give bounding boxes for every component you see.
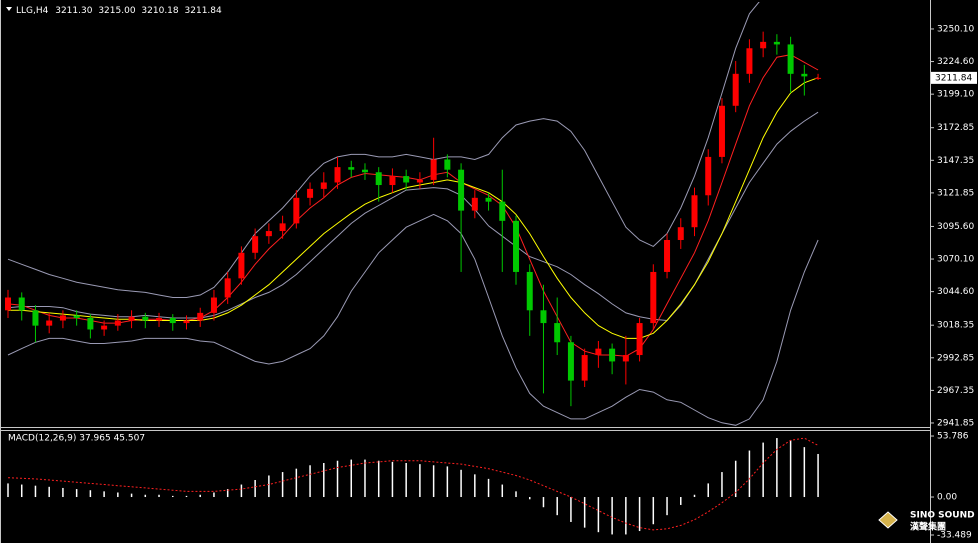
high: 3215.00	[98, 6, 135, 16]
open: 3211.30	[55, 6, 92, 16]
candle-body	[526, 271, 533, 311]
signal-line	[7, 437, 819, 531]
candle-body	[238, 252, 245, 279]
candle-body	[581, 355, 588, 381]
indicator-line	[7, 2, 760, 298]
candle-body	[554, 323, 561, 343]
candle-body	[46, 320, 53, 326]
candle-body	[705, 156, 712, 196]
y-tick-label: 3199.10	[937, 90, 974, 100]
candle-body	[59, 315, 66, 321]
current-price-box	[931, 71, 977, 84]
y-tick-label: 3095.60	[937, 222, 974, 232]
candle-body	[815, 77, 822, 79]
candle-body	[746, 48, 753, 74]
candle-body	[114, 320, 121, 326]
candle-body	[375, 172, 382, 186]
low: 3210.18	[141, 6, 178, 16]
candle-body	[293, 197, 300, 224]
candle-body	[787, 44, 794, 74]
candle-body	[265, 231, 272, 237]
candle-body	[691, 195, 698, 228]
price-axis: 3250.10 3224.60 3199.10 3172.85 3147.35 3121.…	[930, 24, 977, 540]
indicator-line	[7, 111, 819, 322]
y-tick-label: -33.489	[937, 530, 972, 540]
logo-name: SINO SOUND	[910, 511, 975, 521]
candle-body	[773, 41, 780, 45]
y-tick-label: 3250.10	[937, 24, 974, 34]
macd-title: MACD(12,26,9) 37.965 45.507	[8, 434, 145, 444]
candle-body	[169, 317, 176, 324]
candle-body	[650, 271, 657, 324]
candle-body	[224, 278, 231, 298]
y-tick-label: 3172.85	[937, 123, 974, 133]
candle-body	[32, 310, 39, 326]
y-tick-label: 53.786	[937, 432, 969, 442]
menu-arrow[interactable]	[6, 7, 12, 11]
candle-body	[485, 197, 492, 202]
panel-borders	[0, 0, 931, 543]
candle-body	[430, 159, 437, 180]
candle-body	[718, 105, 725, 157]
candle-body	[403, 176, 410, 183]
candle-body	[348, 167, 355, 170]
candle-body	[156, 317, 163, 321]
price-plot	[5, 2, 822, 426]
candle-body	[471, 197, 478, 211]
candle-body	[307, 188, 314, 198]
candle-body	[18, 297, 25, 311]
close: 3211.84	[185, 6, 222, 16]
candle-body	[334, 167, 341, 183]
candle-body	[389, 176, 396, 186]
candle-body	[87, 317, 94, 330]
candle-body	[73, 315, 80, 318]
symbol-header: LLG,H4 3211.30 3215.00 3210.18 3211.84	[16, 6, 222, 16]
candle-body	[732, 73, 739, 106]
candle-body	[760, 41, 767, 49]
candle-body	[210, 297, 217, 313]
candle-body	[622, 355, 629, 362]
candle-body	[595, 348, 602, 356]
candle-body	[664, 239, 671, 272]
candle-body	[499, 201, 506, 221]
candle-body	[252, 236, 259, 253]
y-tick-label: 2992.85	[937, 353, 974, 363]
candle-body	[416, 179, 423, 183]
y-tick-label: 3121.85	[937, 188, 974, 198]
candle-body	[567, 342, 574, 381]
candle-body	[636, 323, 643, 356]
candle-body	[197, 312, 204, 321]
y-tick-label: 3044.60	[937, 287, 974, 297]
logo-subtitle: 漢聲集團	[910, 521, 946, 533]
candle-body	[101, 325, 108, 330]
candle-body	[513, 220, 520, 272]
candle-body	[183, 320, 190, 324]
y-tick-label: 2941.85	[937, 418, 974, 428]
candle-body	[320, 182, 327, 189]
candle-body	[801, 73, 808, 77]
y-tick-label: 3147.35	[937, 156, 974, 166]
candle-body	[677, 227, 684, 240]
candle-body	[361, 169, 368, 173]
logo: SINO SOUND 漢聲集團	[878, 511, 975, 533]
y-tick-label: 3070.10	[937, 255, 974, 265]
y-tick-label: 3018.35	[937, 321, 974, 331]
candle-body	[279, 223, 286, 232]
candle-body	[540, 310, 547, 324]
y-tick-label: 2967.35	[937, 386, 974, 396]
candle-body	[609, 348, 616, 362]
candle-body	[142, 316, 149, 321]
y-tick-label: 3224.60	[937, 57, 974, 67]
y-tick-label: 0.00	[937, 493, 957, 503]
candle-body	[444, 159, 451, 170]
candle-body	[458, 169, 465, 211]
candle-body	[128, 316, 135, 321]
candle-body	[5, 297, 11, 311]
macd-plot	[7, 437, 819, 535]
current-price-label: 3211.84	[935, 73, 972, 83]
indicator-line	[7, 213, 819, 426]
symbol: LLG,H4	[16, 6, 49, 16]
